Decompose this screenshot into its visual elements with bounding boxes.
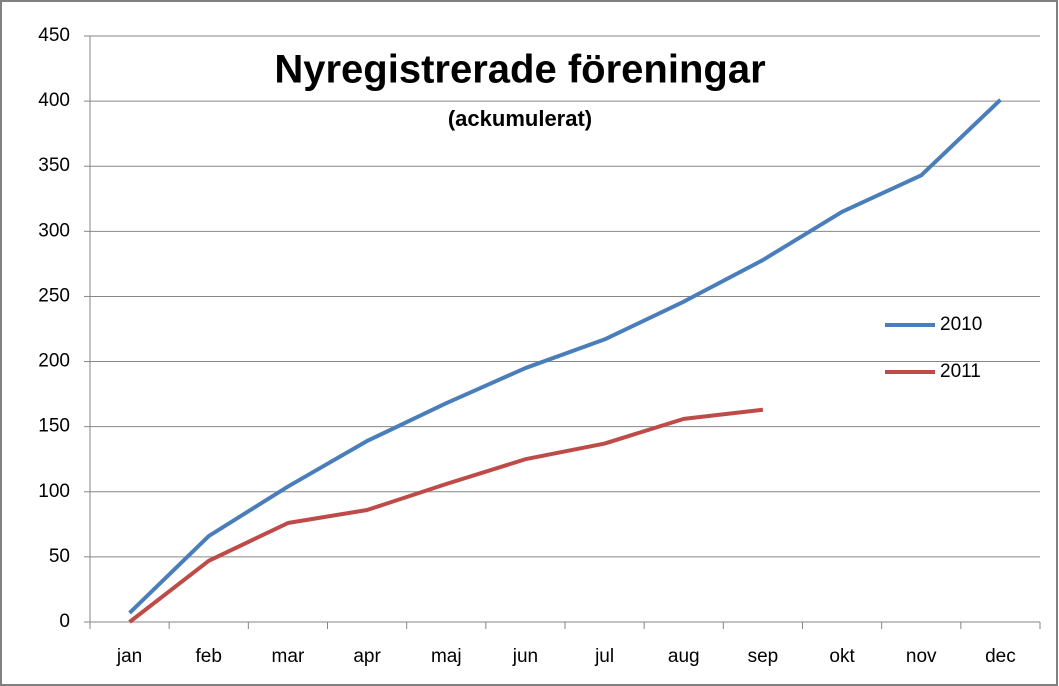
y-tick-label: 250 <box>38 285 70 306</box>
x-tick-label: jan <box>116 646 142 667</box>
legend-label: 2010 <box>940 314 982 335</box>
x-tick-label: mar <box>272 646 305 667</box>
x-tick-label: jun <box>512 646 538 667</box>
x-tick-label: sep <box>748 646 779 667</box>
x-tick-label: okt <box>829 646 855 667</box>
series-line <box>128 98 1002 615</box>
x-tick-label: maj <box>431 646 462 667</box>
y-tick-label: 0 <box>59 611 70 632</box>
x-tick-label: nov <box>906 646 937 667</box>
y-tick-label: 100 <box>38 481 70 502</box>
x-tick-label: aug <box>668 646 700 667</box>
x-tick-label: jul <box>594 646 614 667</box>
y-tick-label: 150 <box>38 416 70 437</box>
legend-label: 2011 <box>940 361 981 382</box>
series-line <box>128 407 764 624</box>
y-tick-label: 450 <box>38 25 70 46</box>
y-tick-label: 200 <box>38 351 70 372</box>
chart-title: Nyregistrerade föreningar <box>274 48 765 92</box>
chart-subtitle: (ackumulerat) <box>448 106 592 131</box>
x-tick-label: feb <box>196 646 222 667</box>
y-tick-label: 50 <box>49 546 70 567</box>
x-tick-label: apr <box>353 646 381 667</box>
y-tick-label: 350 <box>38 155 70 176</box>
y-tick-label: 400 <box>38 90 70 111</box>
x-tick-label: dec <box>985 646 1016 667</box>
y-tick-label: 300 <box>38 220 70 241</box>
